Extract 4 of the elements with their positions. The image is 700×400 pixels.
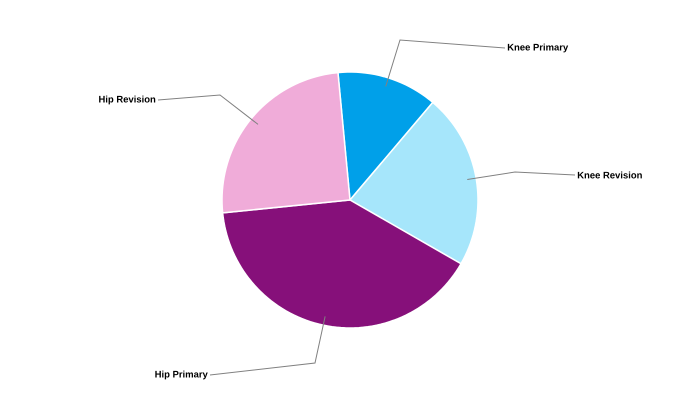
slice-label: Hip Primary — [155, 370, 208, 380]
slice-label: Knee Primary — [508, 44, 568, 52]
slice-label: Knee Revision — [578, 172, 642, 178]
slice-label: Hip Revision — [99, 96, 156, 104]
